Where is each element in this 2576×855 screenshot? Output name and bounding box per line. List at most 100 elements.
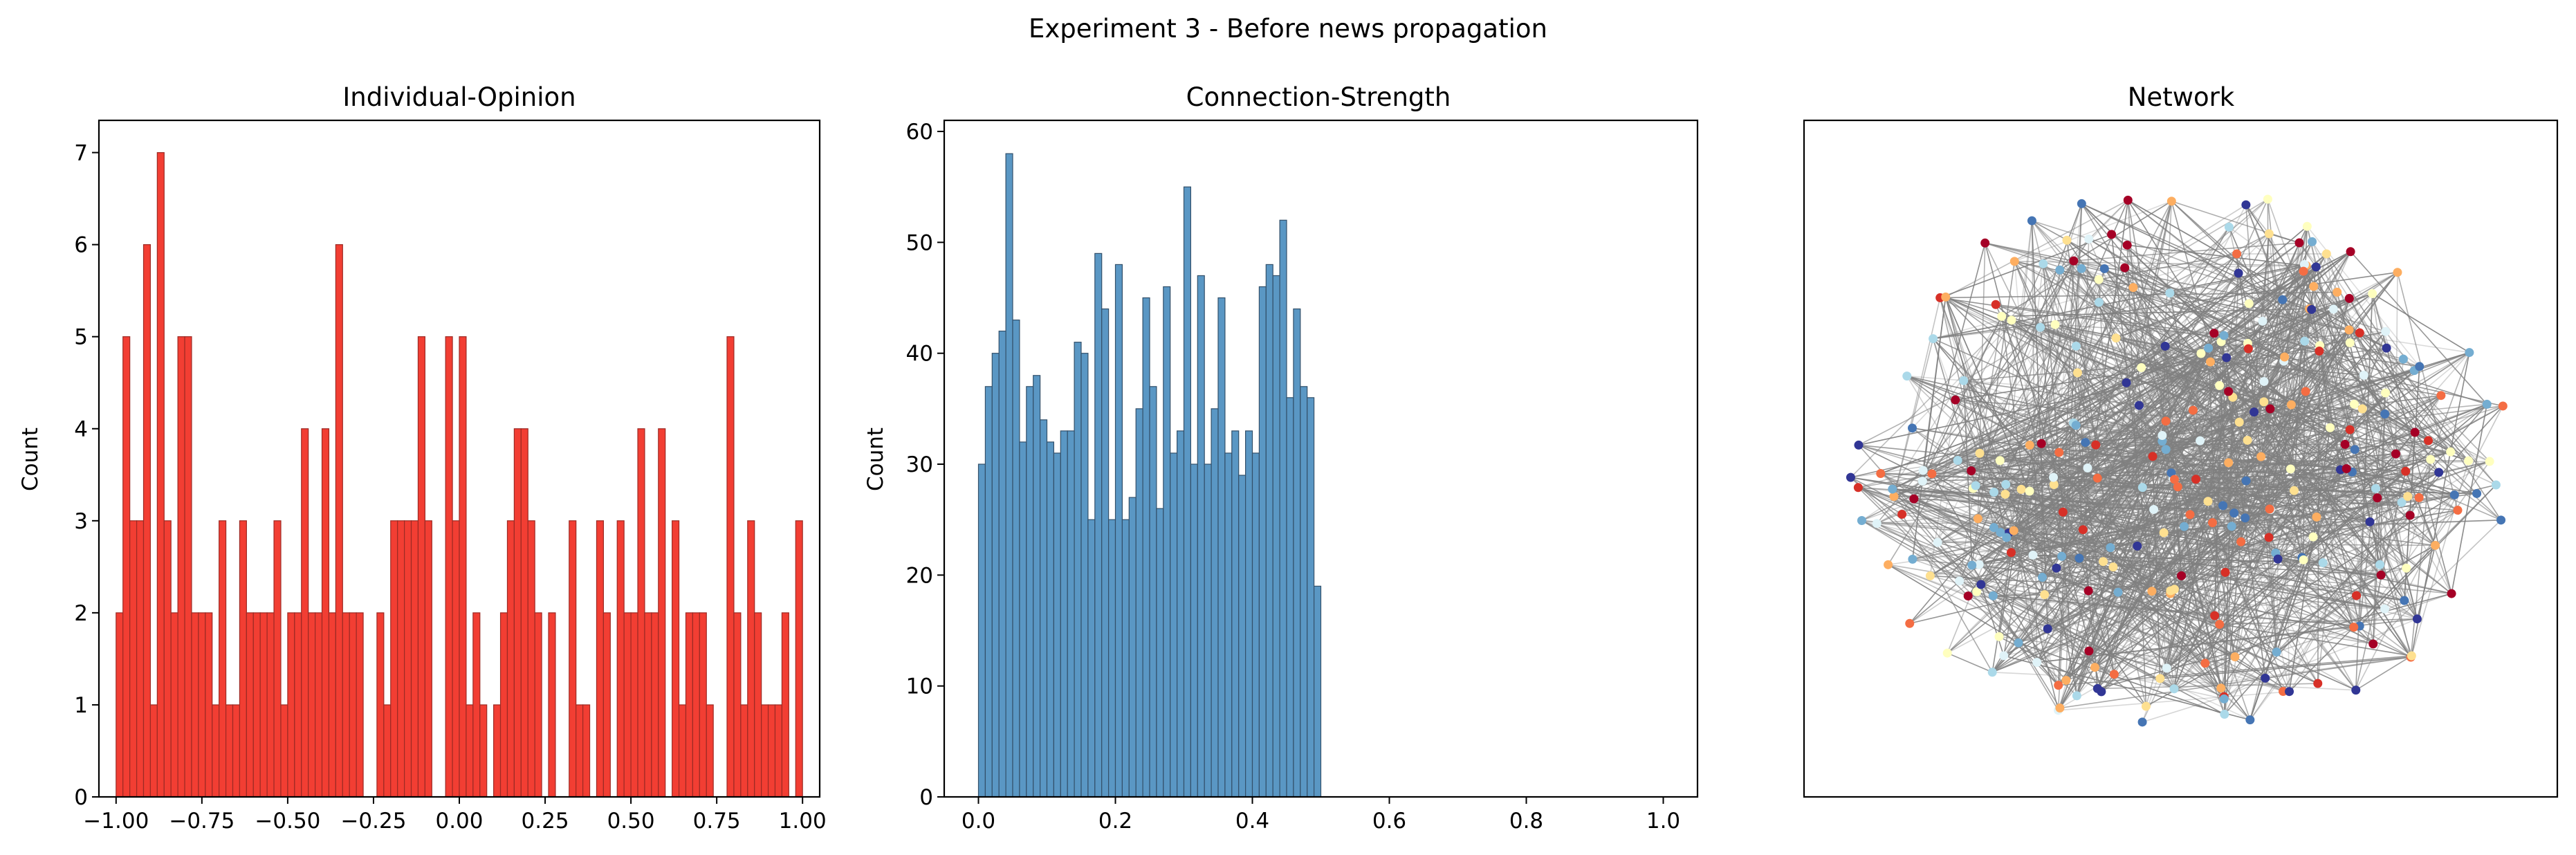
network-node	[1854, 440, 1864, 450]
histogram-bar	[637, 428, 645, 798]
network-edge	[2081, 203, 2387, 349]
network-node	[1853, 483, 1863, 493]
network-node	[2006, 548, 2016, 558]
network-edge	[2354, 449, 2458, 511]
network-node	[2273, 554, 2283, 564]
histogram-bar	[1026, 386, 1034, 798]
histogram-bar	[410, 520, 419, 798]
network-edge	[2276, 559, 2279, 652]
histogram-bar	[404, 520, 412, 798]
network-node	[2032, 658, 2042, 668]
network-node	[2025, 486, 2034, 496]
network-edge	[2029, 348, 2249, 492]
network-node	[2072, 691, 2081, 701]
histogram-bar	[383, 704, 392, 798]
histogram-bar	[774, 704, 783, 798]
network-node	[1975, 448, 1985, 458]
network-node	[2234, 268, 2243, 278]
network-edge	[1858, 487, 2034, 556]
network-node	[2261, 673, 2270, 683]
histogram-bar	[219, 520, 227, 798]
network-node	[2137, 362, 2146, 372]
network-edge	[2288, 544, 2436, 692]
network-edge	[1888, 564, 2373, 645]
histogram-bar	[129, 520, 138, 798]
network-node	[2264, 533, 2274, 542]
network-edge	[1995, 304, 2060, 453]
network-node	[2391, 449, 2400, 459]
histogram-bar	[328, 612, 336, 798]
histogram-bar	[259, 612, 268, 798]
network-node	[2027, 216, 2036, 226]
y-tick-label: 60	[906, 120, 933, 145]
network-edge	[1858, 444, 2241, 542]
network-node	[2301, 387, 2310, 396]
network-node	[2137, 717, 2147, 727]
y-tick-label: 1	[74, 693, 88, 718]
network-node	[2094, 297, 2104, 307]
network-edge	[2326, 253, 2356, 450]
histogram-bar	[1170, 452, 1178, 798]
network-edge	[2276, 331, 2386, 652]
opinion-axes-frame	[98, 119, 821, 798]
network-node	[1987, 668, 1997, 677]
network-node	[1884, 560, 1893, 569]
network-node	[2230, 652, 2240, 661]
network-edge	[2339, 469, 2418, 620]
network-node	[2472, 488, 2482, 498]
network-edge	[1861, 520, 1973, 566]
histogram-bar	[1019, 441, 1027, 798]
network-node	[1980, 238, 1990, 248]
x-tick-label: 0.25	[522, 809, 569, 834]
network-node	[2346, 247, 2355, 257]
histogram-bar	[266, 612, 275, 798]
network-node	[1917, 477, 1927, 486]
histogram-bar	[177, 336, 185, 798]
histogram-bar	[548, 612, 556, 798]
network-edge	[2169, 265, 2307, 294]
network-node	[2350, 445, 2359, 454]
network-node	[2265, 404, 2275, 414]
network-edge	[2239, 394, 2441, 423]
network-edge	[2379, 414, 2386, 565]
network-edge	[2228, 462, 2360, 627]
network-edge	[2275, 552, 2418, 620]
network-edge	[1955, 399, 2240, 423]
network-node	[1888, 484, 1897, 494]
network-edge	[1888, 564, 2115, 675]
histogram-bar	[767, 704, 776, 798]
network-edge	[1858, 233, 2270, 446]
histogram-bar	[280, 704, 288, 798]
network-node	[2368, 639, 2378, 649]
network-edge	[2151, 331, 2386, 592]
network-node	[2350, 399, 2359, 409]
opinion-x-ticks: −1.00 −0.75 −0.50 −0.25 0.00 0.25 0.50 0.75 1.00	[83, 797, 827, 834]
network-node	[1942, 648, 1952, 658]
network-node	[1996, 528, 2005, 537]
network-edge	[2087, 468, 2102, 692]
network-node	[2371, 484, 2380, 493]
network-edge	[2171, 472, 2182, 576]
x-tick-label: 0.0	[962, 809, 995, 834]
histogram-bar	[472, 612, 481, 798]
network-node	[1999, 651, 2009, 661]
histogram-bar	[623, 612, 632, 798]
network-node	[2069, 256, 2079, 266]
network-edge	[2094, 486, 2179, 668]
network-node	[1933, 537, 1942, 547]
histogram-bar	[321, 428, 330, 798]
network-node	[2049, 472, 2059, 482]
network-edge	[1978, 421, 2166, 520]
network-node	[2099, 557, 2108, 567]
network-edge	[2053, 484, 2064, 513]
network-edge	[1991, 589, 2175, 673]
network-node	[2294, 238, 2304, 248]
network-node	[1941, 292, 1951, 302]
network-node	[2109, 670, 2119, 679]
network-node	[1908, 554, 1917, 564]
network-node	[1897, 509, 1907, 519]
network-edge	[2224, 397, 2234, 715]
histogram-bar	[142, 244, 151, 798]
network-node	[1908, 423, 1917, 433]
network-edge	[1858, 487, 2236, 658]
